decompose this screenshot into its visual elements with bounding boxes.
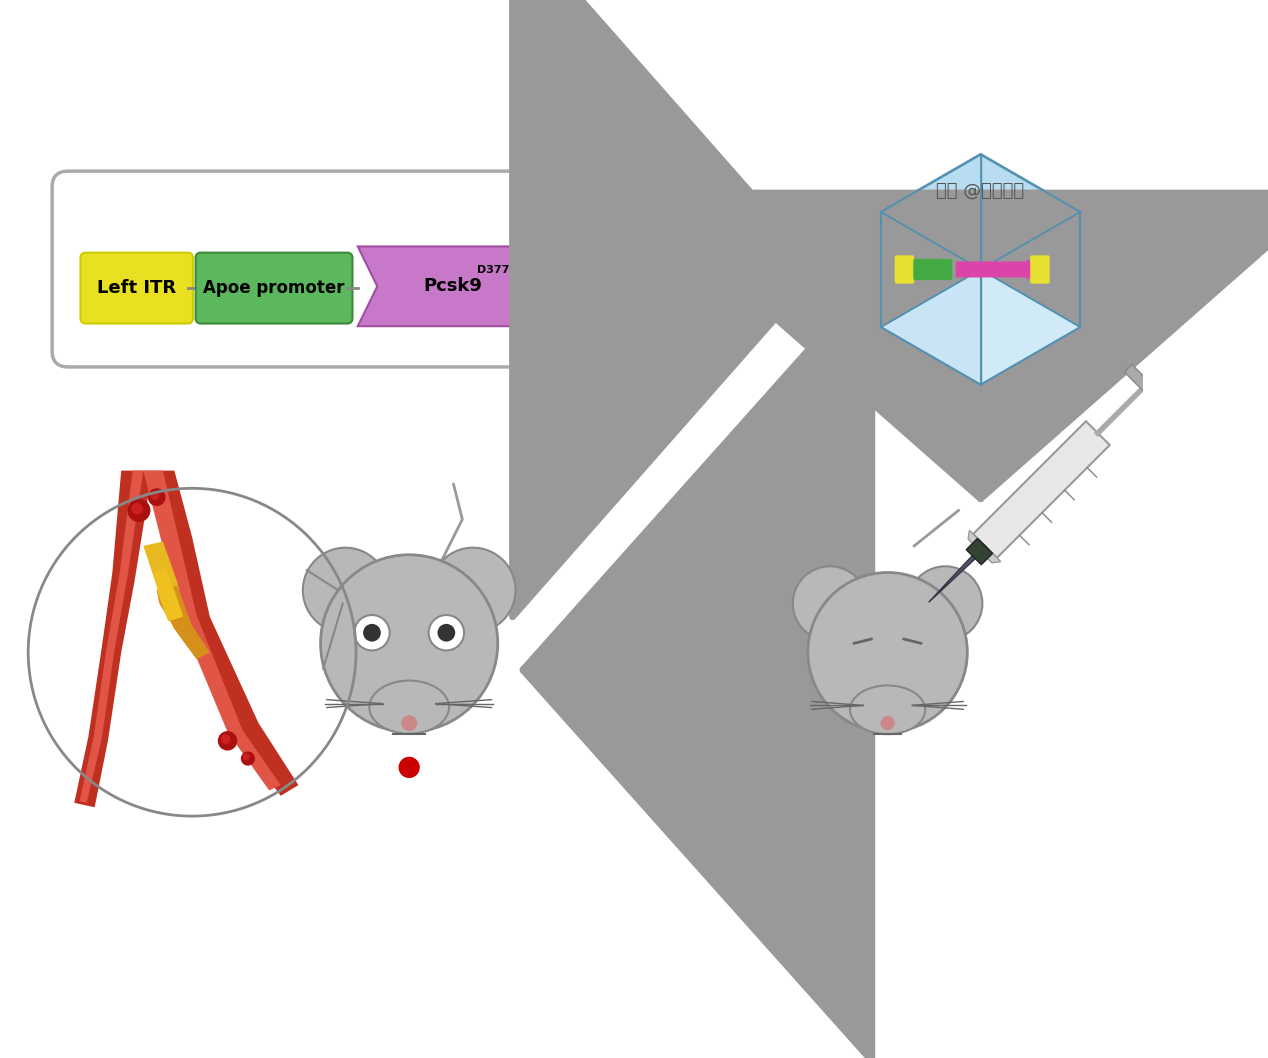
Circle shape (792, 566, 867, 641)
Text: Pcsk9: Pcsk9 (424, 277, 482, 295)
Circle shape (221, 734, 231, 744)
Polygon shape (157, 586, 209, 659)
Circle shape (401, 715, 417, 731)
Polygon shape (966, 539, 993, 565)
Circle shape (241, 751, 255, 766)
Circle shape (321, 554, 498, 732)
Circle shape (808, 572, 967, 732)
Polygon shape (133, 471, 280, 790)
Polygon shape (980, 270, 1080, 385)
Text: AAV9-Pcsk9: AAV9-Pcsk9 (896, 413, 1026, 432)
FancyBboxPatch shape (586, 253, 706, 324)
Circle shape (880, 716, 895, 730)
Polygon shape (358, 247, 583, 326)
Text: 知乎 @汉恒生物: 知乎 @汉恒生物 (936, 182, 1025, 200)
Circle shape (127, 499, 151, 522)
FancyBboxPatch shape (195, 253, 353, 324)
Circle shape (908, 566, 983, 641)
Circle shape (363, 624, 380, 641)
Polygon shape (928, 544, 987, 602)
FancyBboxPatch shape (1030, 255, 1050, 284)
Circle shape (354, 615, 389, 651)
Polygon shape (969, 530, 1000, 563)
FancyArrow shape (956, 259, 1045, 280)
Circle shape (430, 548, 516, 633)
Polygon shape (80, 471, 143, 803)
Polygon shape (881, 270, 980, 385)
Polygon shape (973, 421, 1110, 558)
Polygon shape (122, 471, 298, 796)
Text: D377Y: D377Y (477, 266, 517, 275)
Polygon shape (75, 471, 152, 807)
Circle shape (437, 624, 455, 641)
Text: D377Y: D377Y (1013, 406, 1059, 419)
Circle shape (132, 503, 143, 514)
Ellipse shape (369, 680, 449, 734)
Ellipse shape (850, 686, 926, 734)
Polygon shape (1125, 365, 1167, 406)
Circle shape (148, 489, 166, 506)
FancyBboxPatch shape (80, 253, 193, 324)
Circle shape (151, 491, 160, 499)
Text: Apoe promoter: Apoe promoter (203, 279, 345, 297)
Circle shape (398, 756, 420, 778)
FancyBboxPatch shape (895, 255, 914, 284)
Circle shape (218, 731, 237, 750)
Text: Left ITR: Left ITR (98, 279, 176, 297)
Text: Right ITR: Right ITR (600, 279, 692, 297)
Circle shape (429, 615, 464, 651)
Circle shape (303, 548, 388, 633)
Polygon shape (153, 568, 184, 621)
Polygon shape (881, 154, 1080, 385)
Circle shape (242, 753, 250, 761)
FancyBboxPatch shape (913, 259, 952, 280)
Circle shape (28, 489, 356, 816)
Polygon shape (143, 542, 188, 631)
